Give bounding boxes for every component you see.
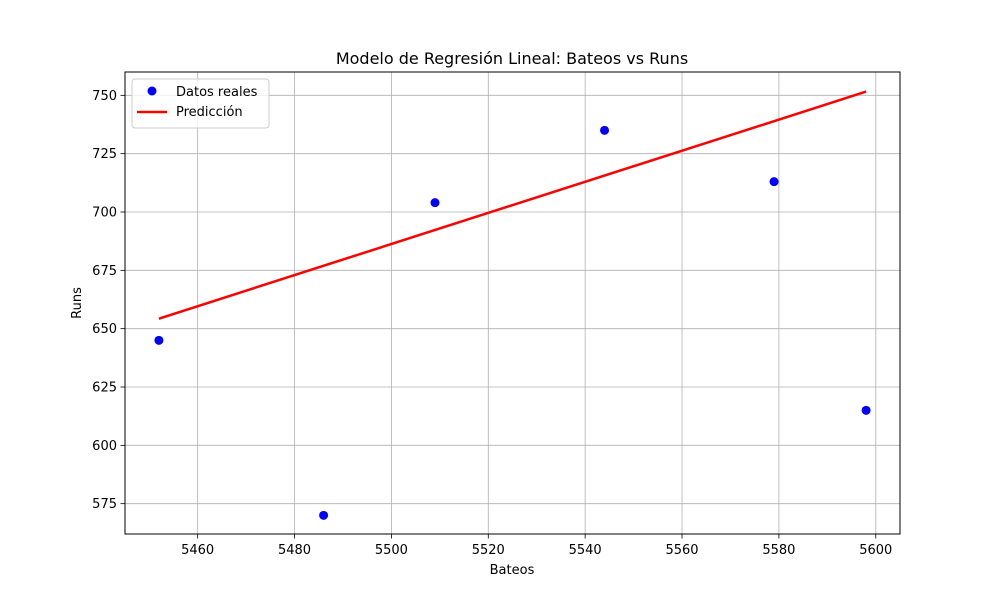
x-tick-label: 5480 xyxy=(278,543,311,558)
data-point xyxy=(600,125,610,135)
data-point xyxy=(861,405,871,415)
x-tick-label: 5540 xyxy=(569,543,602,558)
y-axis: 575 600 625 650 675 700 725 750 xyxy=(92,89,125,512)
legend-box xyxy=(131,78,270,129)
y-tick-label: 750 xyxy=(92,89,117,104)
legend-label-prediccion: Predicción xyxy=(176,105,243,120)
y-axis-title: Runs xyxy=(70,287,85,319)
legend: Datos reales Predicción xyxy=(131,78,270,129)
x-tick-label: 5560 xyxy=(665,543,698,558)
chart-title: Modelo de Regresión Lineal: Bateos vs Ru… xyxy=(336,49,688,68)
x-tick-label: 5500 xyxy=(375,543,408,558)
x-tick-label: 5520 xyxy=(472,543,505,558)
y-tick-label: 675 xyxy=(92,264,117,279)
y-tick-label: 625 xyxy=(92,381,117,396)
y-tick-label: 725 xyxy=(92,147,117,162)
x-tick-label: 5600 xyxy=(859,543,892,558)
x-tick-label: 5460 xyxy=(181,543,214,558)
plot-frame xyxy=(124,71,901,535)
x-axis-title: Bateos xyxy=(490,563,535,578)
data-point xyxy=(154,335,164,345)
legend-marker-datos-reales xyxy=(147,86,157,96)
data-point xyxy=(769,177,779,187)
y-tick-label: 700 xyxy=(92,206,117,221)
y-tick-label: 600 xyxy=(92,439,117,454)
y-tick-label: 575 xyxy=(92,497,117,512)
legend-label-datos-reales: Datos reales xyxy=(176,85,258,100)
data-point xyxy=(319,510,329,520)
x-axis: 5460 5480 5500 5520 5540 5560 5580 5600 xyxy=(181,534,892,558)
prediction-line xyxy=(158,90,867,320)
y-tick-label: 650 xyxy=(92,322,117,337)
grid xyxy=(125,72,900,534)
real-data-series xyxy=(154,125,871,520)
data-point xyxy=(430,198,440,208)
prediction-series xyxy=(158,90,867,320)
x-tick-label: 5580 xyxy=(762,543,795,558)
